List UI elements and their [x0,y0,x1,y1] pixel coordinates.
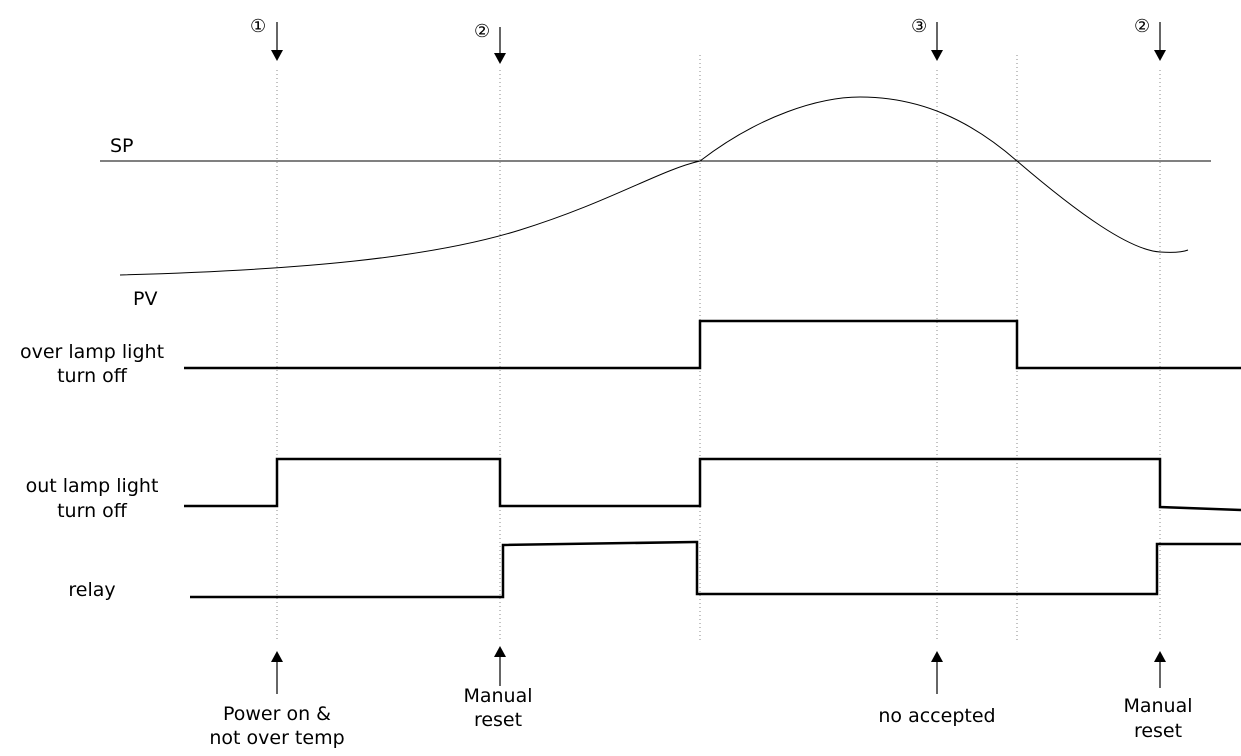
event-manual-reset-1-line-1: Manual [463,685,532,707]
marker-3: ③ [911,16,943,61]
event-power-on-line-2: not over temp [209,727,344,749]
relay-waveform [190,540,1241,599]
up-arrow-icon [1154,651,1166,662]
marker-2a-glyph: ② [474,21,490,42]
over-lamp-label-line-1: over lamp light [20,341,164,363]
marker-3-glyph: ③ [911,16,927,37]
out-lamp-label-line-2: turn off [57,500,128,522]
event-no-accepted-line-1: no accepted [878,705,995,727]
event-power-on-line-1: Power on & [223,703,331,725]
up-arrow-icon [931,651,943,662]
down-arrow-icon [931,50,943,61]
pv-curve [119,96,1189,276]
marker-2b: ② [1134,16,1166,61]
over-lamp-label-line-2: turn off [57,365,128,387]
relay-label: relay [68,579,115,601]
out-lamp-waveform [184,457,1241,512]
event-power-on: Power on & not over temp [209,651,345,749]
up-arrow-icon [494,646,506,657]
down-arrow-icon [271,50,283,61]
guide-lines [276,55,1161,640]
out-lamp-label-line-1: out lamp light [26,475,159,497]
pv-label: PV [133,288,157,310]
event-no-accepted: no accepted [878,651,996,727]
down-arrow-icon [494,53,506,64]
marker-1: ① [250,16,283,61]
up-arrow-icon [271,651,283,662]
marker-2b-glyph: ② [1134,16,1150,37]
event-manual-reset-1: Manual reset [463,646,533,731]
marker-1-glyph: ① [250,16,266,37]
down-arrow-icon [1154,50,1166,61]
sp-label: SP [110,135,134,157]
event-manual-reset-2-line-2: reset [1134,720,1182,742]
event-manual-reset-1-line-2: reset [474,709,522,731]
over-lamp-waveform [184,319,1241,370]
marker-2a: ② [474,21,506,64]
event-manual-reset-2-line-1: Manual [1123,695,1192,717]
event-manual-reset-2: Manual reset [1123,651,1193,742]
